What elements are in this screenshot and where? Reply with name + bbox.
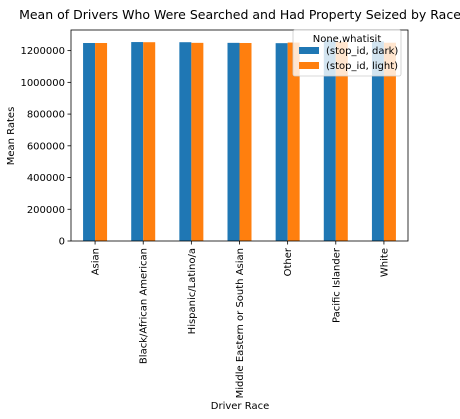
chart-title: Mean of Drivers Who Were Searched and Ha… <box>19 7 460 22</box>
x-tick-label: Middle Eastern or South Asian <box>235 248 246 398</box>
x-tick-label: Hispanic/Latino/a <box>187 248 198 334</box>
bar-light-3 <box>239 43 252 242</box>
y-tick-label: 800000 <box>27 110 65 121</box>
bar-dark-5 <box>323 39 336 241</box>
bar-dark-3 <box>227 42 240 242</box>
bar-light-5 <box>335 41 348 241</box>
x-tick-label: Pacific Islander <box>331 247 342 323</box>
y-tick-label: 1000000 <box>20 78 65 89</box>
bar-light-2 <box>191 42 204 242</box>
legend-label: (stop_id, dark) <box>326 46 398 57</box>
bar-dark-4 <box>275 43 288 242</box>
bar-light-0 <box>95 43 108 242</box>
plot-frame <box>70 29 409 242</box>
x-tick-label: Other <box>283 247 294 276</box>
legend-swatch-dark <box>299 47 319 54</box>
bar-dark-6 <box>371 41 384 241</box>
legend-swatch-light <box>299 62 319 69</box>
y-tick-label: 0 <box>59 237 65 248</box>
legend-frame <box>292 29 402 77</box>
bar-light-6 <box>383 42 396 242</box>
legend-label: (stop_id, light) <box>326 61 398 72</box>
bar-light-4 <box>287 42 300 241</box>
x-axis-label: Driver Race <box>211 401 269 412</box>
legend-title: None,whatisit <box>313 34 382 45</box>
bars-group <box>83 39 396 242</box>
y-axis: 0 200000 400000 600000 800000 1000000 1200000 <box>20 46 71 248</box>
bar-dark-1 <box>131 42 144 241</box>
x-tick-label: Asian <box>91 248 102 275</box>
x-tick-label: Black/African American <box>139 248 150 364</box>
x-axis: Asian Black/African American Hispanic/Lati… <box>91 241 390 398</box>
y-tick-label: 200000 <box>27 205 65 216</box>
y-tick-label: 600000 <box>27 141 65 152</box>
bar-dark-0 <box>83 43 96 242</box>
y-tick-label: 1200000 <box>20 46 65 57</box>
y-tick-label: 400000 <box>27 173 65 184</box>
bar-dark-2 <box>179 42 192 241</box>
legend: None,whatisit (stop_id, dark) (stop_id, l… <box>292 29 402 77</box>
x-tick-label: White <box>379 248 390 277</box>
y-axis-label: Mean Rates <box>6 107 17 166</box>
bar-light-1 <box>143 42 156 241</box>
